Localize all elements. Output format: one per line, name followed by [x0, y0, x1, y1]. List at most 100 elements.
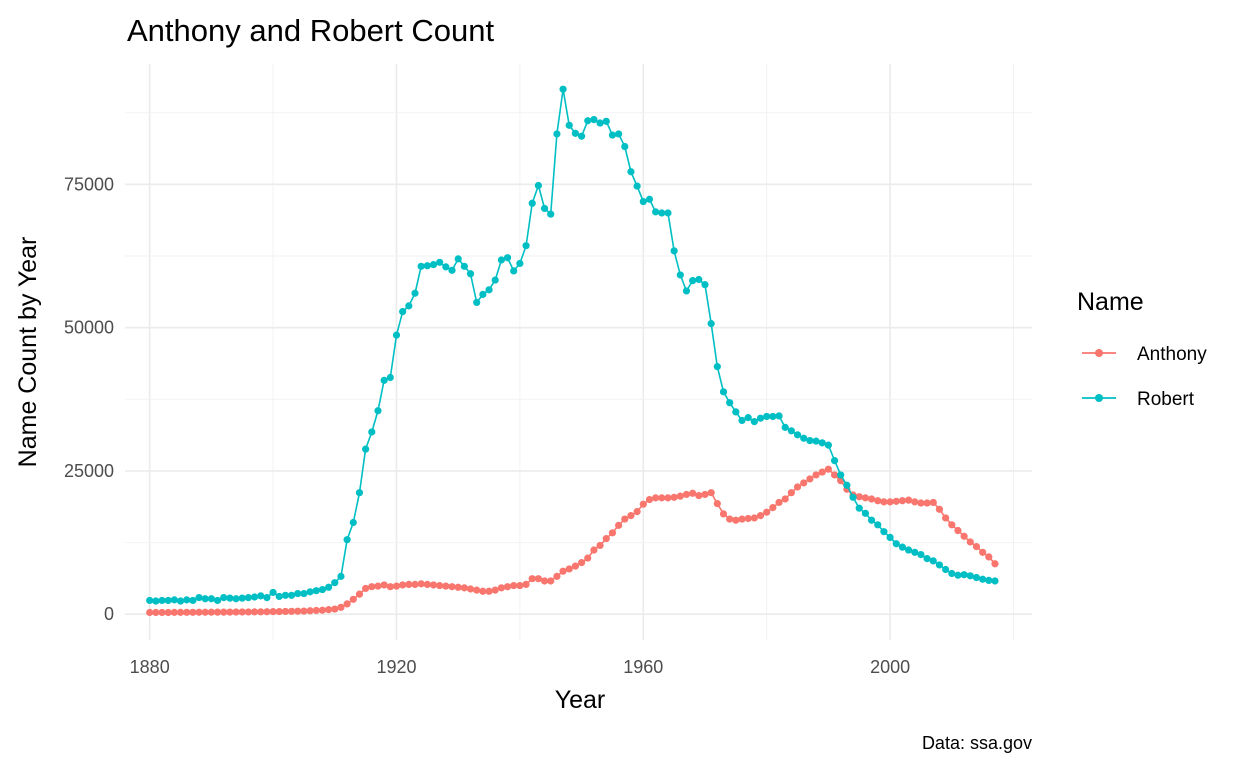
robert-point	[966, 572, 974, 580]
robert-point	[781, 423, 789, 431]
legend-item-anthony: Anthony	[1082, 344, 1207, 365]
robert-point	[972, 573, 981, 582]
robert-point	[164, 596, 172, 605]
robert-point	[664, 209, 672, 217]
anthony-point	[676, 492, 684, 500]
x-tick-labels: 1880 1920 1960 2000	[130, 657, 910, 677]
anthony-point	[793, 483, 802, 491]
robert-point	[904, 546, 913, 554]
anthony-point	[362, 584, 370, 593]
legend-title: Name	[1077, 288, 1144, 316]
anthony-point	[189, 608, 197, 616]
anthony-point	[608, 529, 617, 537]
anthony-point	[565, 565, 573, 573]
robert-point	[596, 119, 604, 127]
anthony-point	[818, 468, 826, 476]
robert-point	[726, 399, 734, 407]
anthony-point	[861, 494, 870, 502]
anthony-point	[559, 567, 567, 575]
anthony-point	[417, 580, 425, 588]
anthony-point	[732, 516, 740, 524]
robert-point	[855, 504, 863, 512]
robert-point	[867, 516, 876, 524]
robert-point	[565, 121, 573, 129]
robert-point	[843, 481, 851, 489]
anthony-point	[571, 562, 580, 570]
anthony-point	[312, 606, 320, 615]
anthony-point	[250, 608, 259, 616]
robert-point	[146, 596, 154, 605]
robert-point	[590, 115, 598, 124]
anthony-point	[269, 608, 277, 616]
robert-point	[343, 536, 351, 544]
anthony-point	[207, 608, 215, 616]
robert-point	[738, 416, 746, 425]
x-tick-label: 1960	[623, 657, 663, 677]
robert-point	[985, 576, 993, 584]
robert-point	[158, 596, 166, 605]
legend-item-robert: Robert	[1082, 389, 1195, 410]
anthony-point	[664, 494, 672, 502]
robert-point	[806, 436, 814, 445]
anthony-point	[454, 583, 462, 591]
robert-point	[238, 594, 246, 602]
robert-point	[744, 414, 752, 422]
robert-point	[460, 262, 468, 270]
anthony-point	[880, 498, 888, 506]
robert-point	[602, 117, 610, 125]
anthony-point	[281, 607, 290, 616]
robert-point	[207, 595, 215, 603]
anthony-point	[497, 584, 505, 592]
robert-point	[547, 210, 555, 218]
anthony-point	[257, 608, 265, 616]
robert-point	[331, 579, 339, 587]
anthony-point	[510, 581, 518, 590]
robert-point	[399, 307, 407, 316]
x-tick-label: 2000	[870, 657, 910, 677]
robert-point	[874, 521, 882, 529]
anthony-point	[985, 553, 993, 561]
anthony-point	[183, 608, 191, 616]
anthony-point	[399, 581, 407, 589]
anthony-point	[540, 577, 549, 585]
robert-legend-marker	[1095, 394, 1103, 402]
robert-point	[695, 275, 703, 284]
anthony-point	[423, 580, 431, 589]
robert-point	[516, 259, 524, 268]
robert-point	[787, 427, 795, 435]
robert-point	[152, 597, 160, 605]
anthony-point	[152, 608, 160, 617]
anthony-point	[522, 580, 530, 589]
robert-point	[318, 585, 327, 594]
robert-point	[497, 256, 505, 264]
anthony-point	[590, 546, 598, 554]
anthony-point	[769, 504, 777, 512]
robert-point	[325, 583, 333, 591]
robert-point	[473, 298, 481, 307]
robert-point	[436, 258, 444, 266]
anthony-point	[503, 583, 512, 591]
robert-point	[658, 209, 666, 217]
robert-line	[149, 89, 996, 602]
robert-point	[287, 591, 296, 599]
anthony-point	[466, 585, 475, 593]
grid	[125, 64, 1032, 640]
robert-point	[528, 199, 536, 207]
robert-point	[775, 412, 783, 420]
robert-point	[880, 528, 888, 536]
legend: Name Anthony Robert	[1077, 288, 1207, 410]
robert-point	[670, 247, 678, 255]
y-tick-label: 50000	[64, 318, 114, 338]
robert-point	[732, 408, 740, 416]
anthony-point	[806, 475, 814, 483]
robert-point	[769, 412, 777, 421]
anthony-point	[374, 582, 382, 590]
anthony-point	[763, 508, 771, 516]
anthony-point	[306, 607, 314, 615]
anthony-point	[689, 489, 697, 497]
robert-point	[448, 266, 456, 274]
anthony-point	[349, 595, 357, 603]
caption: Data: ssa.gov	[922, 733, 1032, 753]
robert-point	[652, 208, 660, 216]
robert-point	[479, 290, 487, 298]
